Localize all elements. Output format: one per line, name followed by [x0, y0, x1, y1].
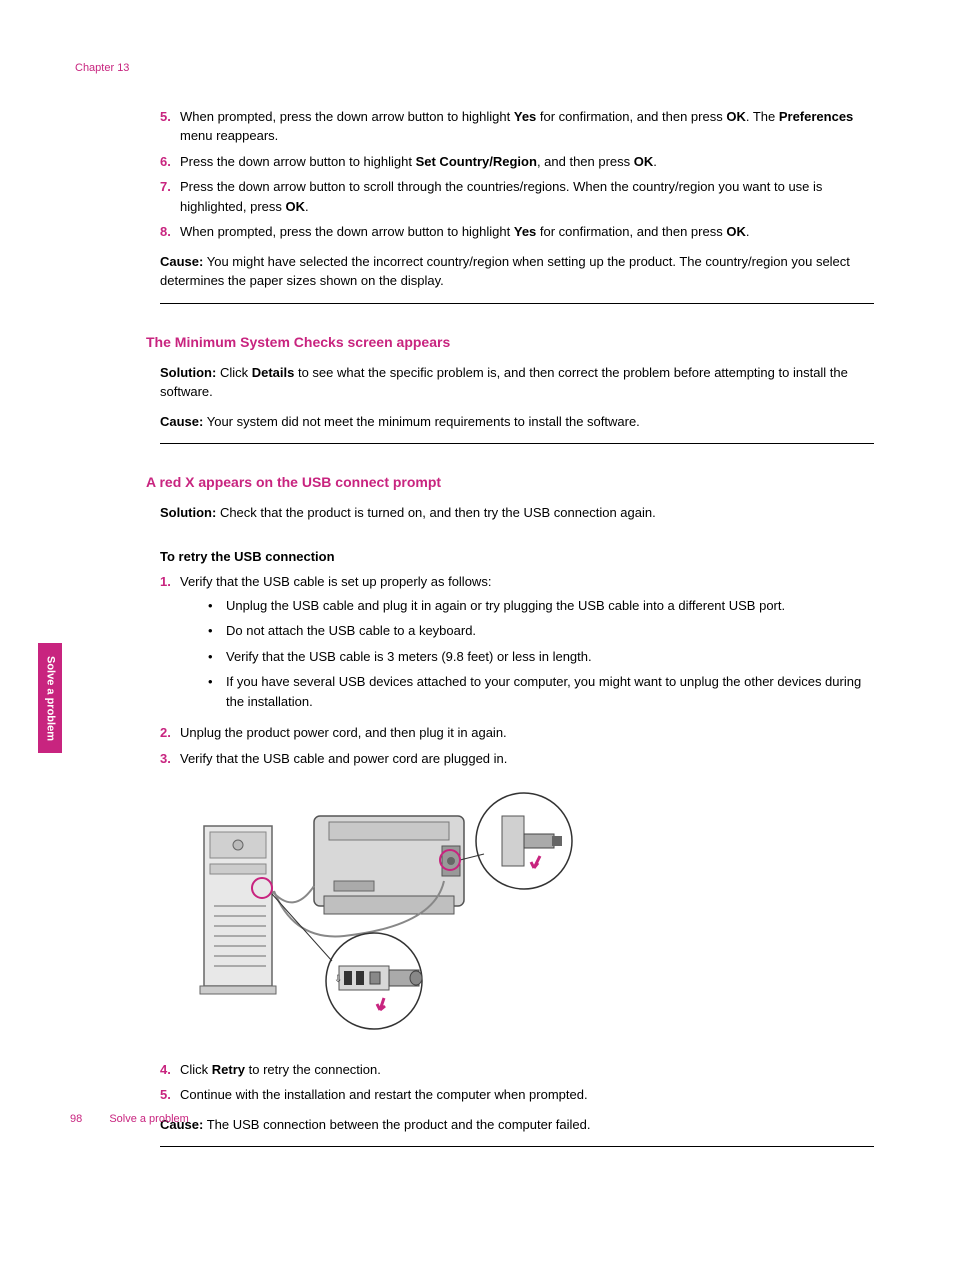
- step-number: 1.: [160, 572, 180, 717]
- step-number: 6.: [160, 152, 180, 172]
- list-item: 5. Continue with the installation and re…: [160, 1085, 874, 1105]
- step-number: 4.: [160, 1060, 180, 1080]
- list-item: 3. Verify that the USB cable and power c…: [160, 749, 874, 769]
- list-item: 1. Verify that the USB cable is set up p…: [160, 572, 874, 717]
- page: Chapter 13 5. When prompted, press the d…: [0, 0, 954, 1187]
- chapter-label: Chapter 13: [75, 60, 884, 77]
- list-item: 5. When prompted, press the down arrow b…: [160, 107, 874, 146]
- step-text: Press the down arrow button to scroll th…: [180, 177, 874, 216]
- list-item: 8. When prompted, press the down arrow b…: [160, 222, 874, 242]
- cause-block: Cause: Your system did not meet the mini…: [160, 412, 874, 432]
- cause-label: Cause:: [160, 254, 203, 269]
- solution-label: Solution:: [160, 505, 216, 520]
- step-list: 1. Verify that the USB cable is set up p…: [160, 572, 874, 768]
- step-number: 3.: [160, 749, 180, 769]
- solution-label: Solution:: [160, 365, 216, 380]
- bullet-item: •Do not attach the USB cable to a keyboa…: [208, 621, 874, 641]
- step-text: Click Retry to retry the connection.: [180, 1060, 874, 1080]
- step-number: 8.: [160, 222, 180, 242]
- step-number: 5.: [160, 107, 180, 146]
- step-text: When prompted, press the down arrow butt…: [180, 107, 874, 146]
- list-item: 4. Click Retry to retry the connection.: [160, 1060, 874, 1080]
- svg-text:⇩: ⇩: [334, 974, 342, 985]
- step-list: 4. Click Retry to retry the connection. …: [160, 1060, 874, 1105]
- page-footer: 98 Solve a problem: [70, 1111, 189, 1128]
- usb-connection-diagram: ⇩: [184, 786, 584, 1036]
- list-item: 2. Unplug the product power cord, and th…: [160, 723, 874, 743]
- step-number: 7.: [160, 177, 180, 216]
- section-divider: [160, 1146, 874, 1147]
- bullet-item: •Unplug the USB cable and plug it in aga…: [208, 596, 874, 616]
- cause-text: You might have selected the incorrect co…: [160, 254, 850, 289]
- step-text: Continue with the installation and resta…: [180, 1085, 874, 1105]
- step-text: Unplug the product power cord, and then …: [180, 723, 874, 743]
- content-area: 5. When prompted, press the down arrow b…: [160, 107, 874, 1148]
- step-list: 5. When prompted, press the down arrow b…: [160, 107, 874, 242]
- cause-label: Cause:: [160, 414, 203, 429]
- illustration: ⇩: [184, 786, 874, 1042]
- solution-block: Solution: Check that the product is turn…: [160, 503, 874, 523]
- solution-text: Check that the product is turned on, and…: [216, 505, 655, 520]
- cause-text: Your system did not meet the minimum req…: [203, 414, 639, 429]
- page-number: 98: [70, 1113, 82, 1125]
- solution-block: Solution: Click Details to see what the …: [160, 363, 874, 402]
- sub-heading: To retry the USB connection: [160, 547, 874, 567]
- bullet-item: •If you have several USB devices attache…: [208, 672, 874, 711]
- side-tab: Solve a problem: [38, 643, 62, 753]
- section-divider: [160, 443, 874, 444]
- side-tab-label: Solve a problem: [42, 656, 59, 741]
- step-text: Press the down arrow button to highlight…: [180, 152, 874, 172]
- section-heading: The Minimum System Checks screen appears: [146, 332, 874, 353]
- list-item: 6. Press the down arrow button to highli…: [160, 152, 874, 172]
- step-text: Verify that the USB cable is set up prop…: [180, 572, 874, 717]
- footer-title: Solve a problem: [109, 1113, 189, 1125]
- cause-block: Cause: The USB connection between the pr…: [160, 1115, 874, 1135]
- step-text: When prompted, press the down arrow butt…: [180, 222, 874, 242]
- section-heading: A red X appears on the USB connect promp…: [146, 472, 874, 493]
- step-number: 5.: [160, 1085, 180, 1105]
- step-text: Verify that the USB cable and power cord…: [180, 749, 874, 769]
- list-item: 7. Press the down arrow button to scroll…: [160, 177, 874, 216]
- bullet-list: •Unplug the USB cable and plug it in aga…: [208, 596, 874, 712]
- cause-block: Cause: You might have selected the incor…: [160, 252, 874, 291]
- cause-text: The USB connection between the product a…: [203, 1117, 590, 1132]
- bullet-item: •Verify that the USB cable is 3 meters (…: [208, 647, 874, 667]
- section-divider: [160, 303, 874, 304]
- step-number: 2.: [160, 723, 180, 743]
